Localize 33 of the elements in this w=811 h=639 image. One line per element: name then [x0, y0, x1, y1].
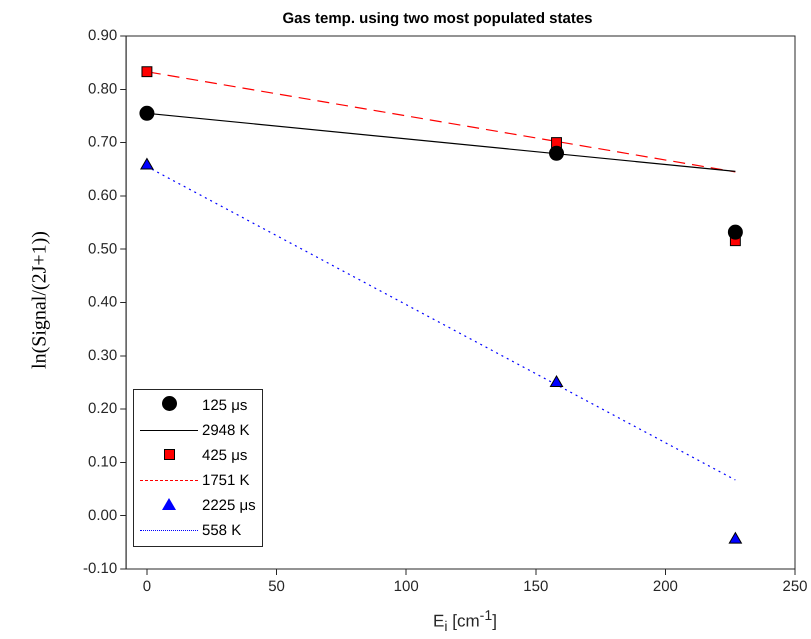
y-tick-label: 0.20	[88, 400, 118, 418]
x-tick-label: 200	[652, 578, 678, 596]
y-tick-label: -0.10	[82, 560, 118, 578]
y-tick-label: 0.10	[88, 454, 118, 471]
y-tick-label: 0.00	[88, 506, 118, 524]
y-axis-title: ln(Signal/(2J+1))	[28, 231, 52, 369]
legend-label: 125 μs	[202, 397, 248, 414]
point	[139, 106, 154, 121]
x-tick-label: 100	[394, 578, 419, 596]
y-tick-label: 0.80	[88, 80, 118, 98]
point	[728, 224, 743, 240]
y-tick-label: 0.30	[88, 346, 118, 364]
point	[549, 146, 564, 161]
legend-label: 1751 K	[202, 472, 250, 489]
point	[728, 532, 742, 544]
x-tick-label: 0	[142, 578, 152, 596]
y-tick-label: 0.90	[88, 27, 118, 44]
y-tick-label: 0.70	[88, 134, 118, 151]
legend-label: 2948 K	[202, 422, 250, 439]
x-tick-label: 50	[268, 578, 285, 596]
legend-label: 2225 μs	[202, 497, 256, 514]
y-tick-label: 0.50	[88, 240, 118, 258]
y-tick-label: 0.60	[88, 187, 118, 204]
y-tick-label: 0.40	[88, 294, 118, 311]
chart-title: Gas temp. using two most populated states	[282, 10, 593, 28]
legend-label: 558 K	[202, 522, 242, 539]
point	[141, 66, 152, 78]
x-axis-title: E$_{i}$ [cm$^{-1}$]	[433, 608, 497, 636]
point	[140, 158, 154, 170]
x-tick-label: 150	[523, 578, 548, 596]
x-tick-label: 250	[782, 578, 808, 596]
point	[550, 375, 564, 387]
legend-label: 425 μs	[202, 447, 248, 464]
